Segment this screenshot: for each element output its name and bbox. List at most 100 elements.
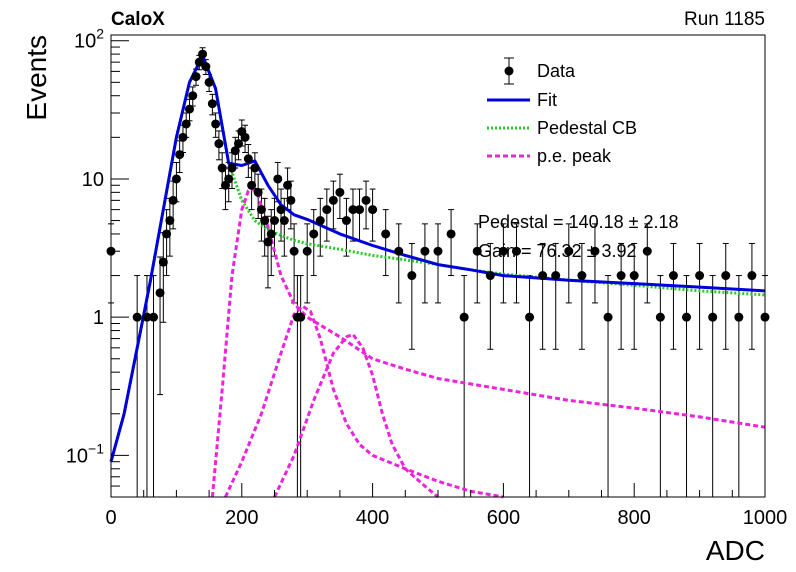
data-point — [207, 99, 217, 109]
data-point — [162, 229, 172, 239]
data-point — [286, 195, 296, 205]
data-point — [201, 62, 211, 72]
data-point — [198, 49, 208, 59]
data-point — [270, 216, 279, 226]
data-point — [142, 312, 152, 322]
data-point — [485, 271, 495, 281]
data-point — [211, 119, 221, 129]
data-point — [214, 139, 224, 149]
data-point — [243, 154, 253, 164]
data-point — [283, 180, 293, 190]
x-tick-label: 0 — [105, 507, 116, 529]
data-point — [695, 271, 705, 281]
data-point — [629, 271, 639, 281]
legend-label-data: Data — [537, 61, 576, 81]
data-point — [263, 237, 273, 247]
data-point — [191, 72, 201, 82]
curve-p-e-peak — [224, 304, 504, 499]
data-point — [747, 271, 757, 281]
data-point — [217, 163, 227, 173]
data-point — [322, 205, 332, 215]
x-axis-label: ADC — [706, 535, 765, 566]
data-point — [158, 257, 168, 267]
data-point — [175, 150, 185, 160]
experiment-label: CaloX — [111, 9, 165, 30]
data-point — [230, 146, 240, 156]
data-point — [132, 312, 142, 322]
curve-p-e-peak — [273, 332, 439, 499]
data-point — [240, 132, 250, 142]
data-point — [668, 271, 678, 281]
data-point — [368, 205, 378, 215]
data-point — [328, 195, 338, 205]
legend-item-fit: Fit — [487, 90, 557, 110]
data-point — [511, 246, 521, 256]
legend-label-pedestal: Pedestal CB — [537, 118, 637, 138]
data-point — [642, 246, 652, 256]
data-point — [348, 205, 358, 215]
data-point — [276, 205, 286, 215]
fit-annotation-pedestal: Pedestal = 140.18 ± 2.18 — [478, 212, 679, 232]
fit-annotation-gain: Gain = 76.32 ± 3.92 — [478, 241, 637, 261]
data-point — [708, 312, 718, 322]
data-point — [590, 246, 600, 256]
data-point — [247, 180, 257, 190]
x-tick-label: 600 — [487, 507, 520, 529]
data-point — [155, 288, 165, 298]
data-point — [253, 187, 263, 197]
data-point — [551, 271, 561, 281]
data-point — [577, 271, 587, 281]
data-point — [420, 246, 430, 256]
data-point — [616, 271, 626, 281]
data-point — [525, 312, 535, 322]
legend-data-marker — [504, 66, 514, 76]
data-point — [355, 205, 365, 215]
data-point — [227, 163, 237, 173]
data-point — [309, 229, 319, 239]
data-point — [394, 246, 404, 256]
data-point — [407, 271, 417, 281]
legend: Data Fit Pedestal CB p.e. peak — [487, 57, 637, 166]
data-point — [302, 246, 312, 256]
y-tick-label: 1 — [93, 307, 104, 329]
data-point — [734, 312, 744, 322]
data-point — [266, 229, 276, 239]
data-point — [256, 205, 266, 215]
data-point — [459, 312, 469, 322]
legend-item-data: Data — [504, 57, 576, 85]
data-point — [149, 312, 159, 322]
data-point — [188, 91, 198, 101]
data-point — [721, 271, 731, 281]
data-point — [273, 174, 283, 184]
legend-item-pe-peak: p.e. peak — [487, 146, 612, 166]
data-point — [260, 216, 270, 226]
data-point — [250, 163, 260, 173]
data-point — [194, 57, 204, 67]
x-tick-label: 400 — [356, 507, 389, 529]
y-axis-label: Events — [21, 35, 52, 121]
data-point — [289, 246, 299, 256]
legend-label-fit: Fit — [537, 90, 557, 110]
x-tick-label: 1000 — [743, 507, 788, 529]
data-point — [433, 246, 443, 256]
curve-fit — [109, 54, 766, 463]
data-point — [224, 174, 234, 184]
x-tick-label: 200 — [225, 507, 258, 529]
data-point — [184, 104, 194, 114]
data-point — [204, 77, 214, 87]
data-point — [564, 246, 574, 256]
data-point — [341, 216, 351, 226]
data-point — [181, 119, 191, 129]
data-point — [279, 216, 289, 226]
data-point — [682, 312, 692, 322]
legend-label-pe-peak: p.e. peak — [537, 146, 612, 166]
data-point — [168, 195, 178, 205]
data-point — [296, 312, 306, 322]
data-point — [603, 312, 613, 322]
data-point — [381, 229, 391, 239]
data-point — [335, 187, 345, 197]
data-point — [655, 312, 665, 322]
data-point — [538, 271, 548, 281]
data-point — [234, 139, 244, 149]
data-point — [361, 195, 371, 205]
